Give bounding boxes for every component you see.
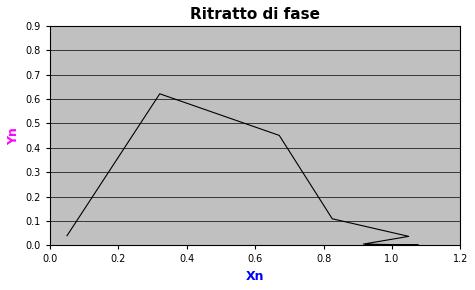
Title: Ritratto di fase: Ritratto di fase xyxy=(190,7,320,22)
Y-axis label: Yn: Yn xyxy=(7,127,20,145)
X-axis label: Xn: Xn xyxy=(246,270,265,283)
